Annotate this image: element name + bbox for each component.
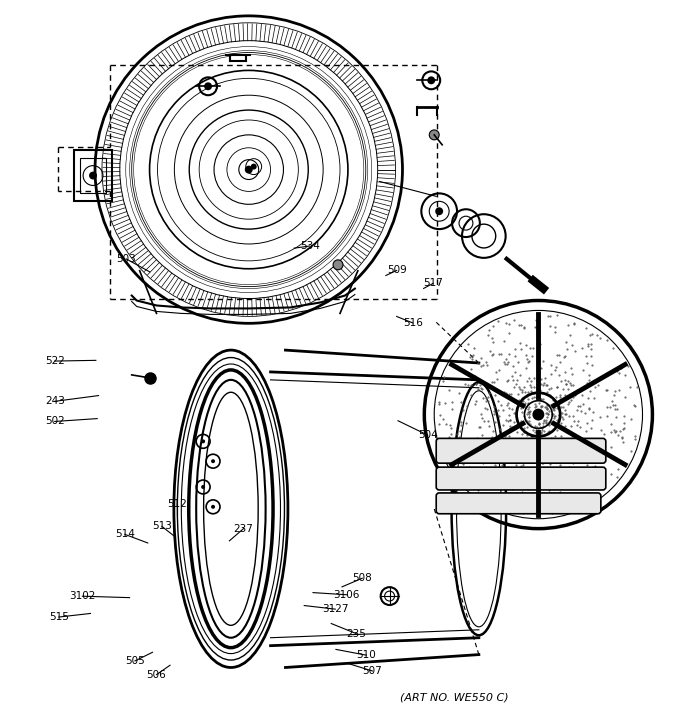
Text: 243: 243: [45, 397, 65, 406]
Text: 509: 509: [387, 265, 407, 276]
Bar: [74, 150, 112, 202]
Text: 516: 516: [403, 318, 423, 328]
Text: 510: 510: [356, 650, 376, 660]
Text: 513: 513: [152, 521, 172, 531]
Circle shape: [204, 83, 212, 90]
Circle shape: [532, 409, 544, 420]
Circle shape: [89, 172, 97, 180]
FancyBboxPatch shape: [436, 467, 606, 490]
Text: 3102: 3102: [69, 591, 96, 601]
Text: 517: 517: [423, 278, 443, 289]
Text: 506: 506: [147, 670, 167, 679]
Text: 3127: 3127: [322, 604, 349, 614]
Circle shape: [427, 76, 435, 84]
Text: 237: 237: [234, 523, 254, 534]
Circle shape: [245, 165, 253, 173]
Text: 508: 508: [352, 573, 372, 583]
Circle shape: [201, 485, 205, 489]
Text: 504: 504: [418, 430, 437, 440]
Circle shape: [435, 207, 443, 215]
Text: 3106: 3106: [334, 589, 360, 600]
FancyBboxPatch shape: [436, 493, 601, 514]
Text: 505: 505: [125, 656, 145, 666]
Text: 515: 515: [49, 612, 69, 622]
Circle shape: [333, 260, 343, 270]
Text: (ART NO. WE550 C): (ART NO. WE550 C): [401, 692, 509, 703]
Text: 235: 235: [346, 629, 366, 639]
Text: 503: 503: [116, 254, 136, 264]
Text: 507: 507: [362, 666, 382, 676]
Circle shape: [211, 505, 215, 509]
Circle shape: [429, 130, 439, 140]
Circle shape: [201, 439, 205, 443]
Text: 534: 534: [300, 241, 320, 251]
Circle shape: [211, 459, 215, 463]
Text: 522: 522: [45, 356, 65, 366]
Text: 514: 514: [115, 529, 135, 539]
FancyBboxPatch shape: [436, 439, 606, 463]
Text: 502: 502: [45, 416, 65, 426]
Circle shape: [251, 164, 256, 170]
Text: 512: 512: [167, 499, 187, 509]
Bar: [80, 157, 106, 194]
